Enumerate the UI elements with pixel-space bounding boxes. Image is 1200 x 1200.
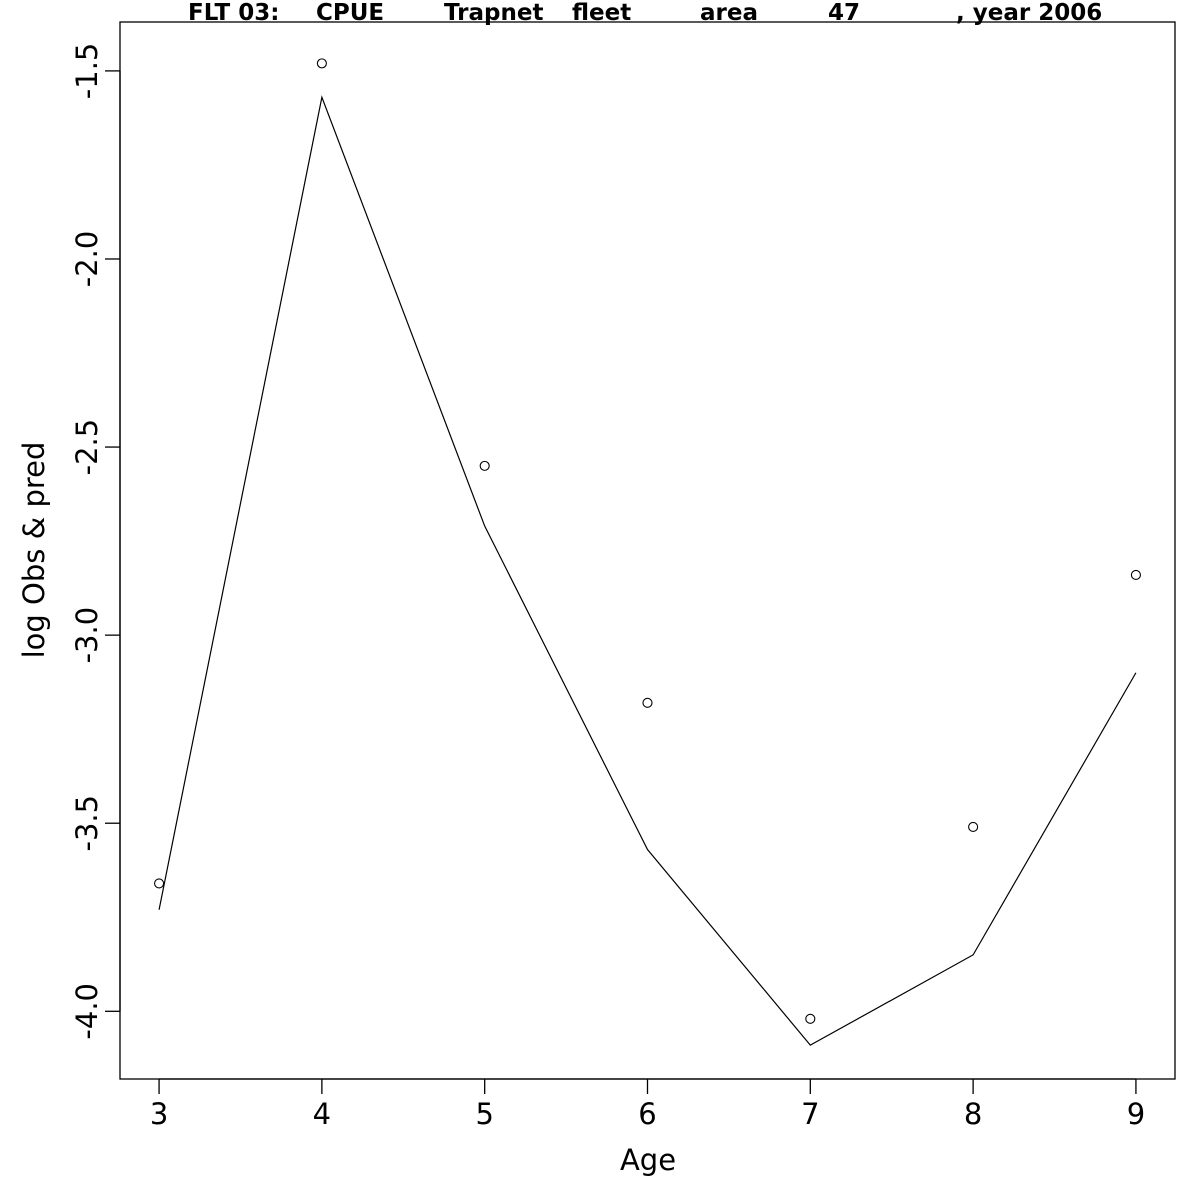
title-part: fleet: [572, 0, 631, 26]
y-tick-label: -2.5: [70, 419, 104, 476]
series-layer: [154, 58, 1141, 1046]
x-tick-label: 6: [638, 1097, 656, 1131]
title-part: area: [700, 0, 758, 26]
title-part: 47: [828, 0, 860, 26]
y-axis-title: log Obs & pred: [17, 442, 51, 659]
obs-point: [1130, 569, 1141, 581]
y-tick-label: -4.0: [70, 983, 104, 1040]
y-axis: -4.0 -3.5 -3.0 -2.5 -2.0 -1.5: [70, 43, 121, 1040]
title-part: Trapnet: [444, 0, 543, 26]
title-part: , year 2006: [956, 0, 1102, 26]
x-axis-title: Age: [620, 1143, 676, 1177]
title-part: CPUE: [316, 0, 384, 26]
obs-point: [316, 58, 327, 69]
x-tick-label: 9: [1127, 1097, 1145, 1131]
obs-point: [642, 697, 653, 708]
x-axis: 3 4 5 6 7 8 9: [150, 1078, 1145, 1131]
obs-point: [805, 1013, 816, 1024]
y-tick-label: -1.5: [70, 43, 104, 100]
title-part: FLT 03:: [188, 0, 279, 26]
plot-frame: [119, 21, 1176, 1080]
x-tick-label: 5: [475, 1097, 493, 1131]
x-tick-label: 3: [150, 1097, 168, 1131]
y-tick-label: -3.5: [70, 795, 104, 852]
x-tick-label: 7: [801, 1097, 819, 1131]
x-tick-label: 8: [964, 1097, 982, 1131]
obs-point: [154, 878, 165, 889]
y-tick-label: -2.0: [70, 231, 104, 288]
x-tick-label: 4: [313, 1097, 331, 1131]
y-tick-label: -3.0: [70, 607, 104, 664]
obs-point: [968, 821, 979, 833]
pred-line: [158, 95, 1137, 1046]
chart-title: FLT 03: CPUE Trapnet fleet area 47 , year 2006: [188, 0, 1102, 26]
obs-point: [479, 460, 490, 471]
